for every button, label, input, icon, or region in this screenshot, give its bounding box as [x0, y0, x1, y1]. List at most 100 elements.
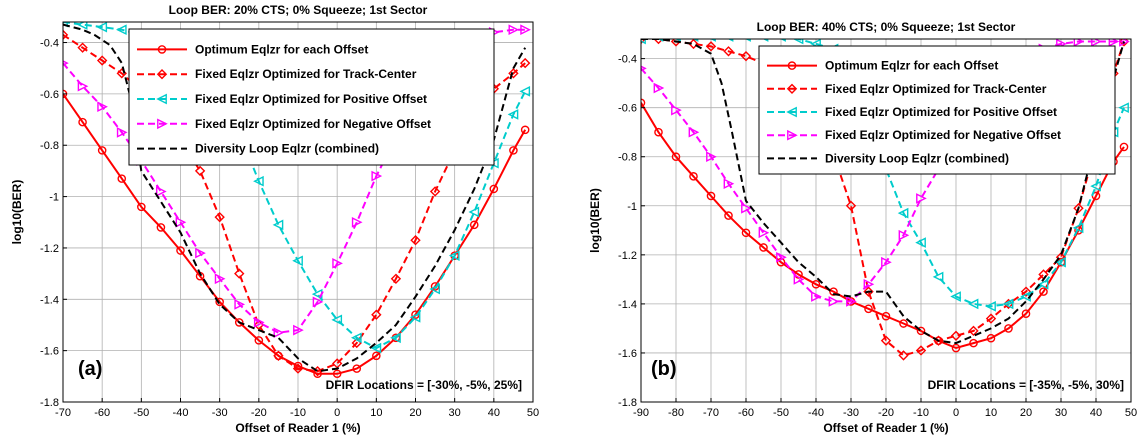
chart-b: -90 -80 -70 -60 -50 -40 -30 -20 -10 0 10 20 30 40 50 -1…	[588, 20, 1137, 435]
series-point-1	[968, 325, 979, 337]
legend-label-0: Optimum Eqlzr for each Offset	[195, 42, 368, 56]
legend-label-3: Fixed Eqlzr Optimized for Negative Offse…	[825, 128, 1061, 142]
y-tick-label: -0.4	[40, 38, 59, 50]
series-point-1	[740, 50, 752, 62]
series-point-0	[881, 311, 891, 321]
x-tick-label: -70	[55, 407, 71, 419]
panel-label: (a)	[78, 358, 102, 380]
series-point-1	[508, 68, 519, 79]
series-point-3	[195, 247, 206, 259]
x-tick-label: -60	[94, 407, 110, 419]
series-point-3	[846, 296, 857, 307]
series-point-3	[776, 251, 787, 263]
y-tick-label: -0.8	[618, 152, 637, 164]
series-line-2	[641, 39, 1125, 308]
series-point-3	[97, 101, 108, 113]
series-point-0	[864, 304, 873, 314]
legend-box	[758, 45, 1116, 175]
series-point-0	[951, 343, 961, 353]
x-tick-label: 0	[953, 407, 959, 419]
series-point-3	[371, 170, 383, 182]
series-point-3	[793, 274, 805, 285]
chart-title: Loop BER: 20% CTS; 0% Squeeze; 1st Secto…	[169, 3, 428, 17]
x-tick-label: -50	[133, 407, 149, 419]
series-point-3	[520, 24, 531, 36]
series-point-3	[653, 82, 665, 94]
series-point-0	[469, 220, 479, 230]
legend-marker-2	[786, 106, 797, 118]
legend-marker-0	[787, 61, 797, 70]
series-point-3	[723, 178, 735, 190]
y-tick-label: -1.4	[618, 299, 637, 311]
series-line-1	[641, 39, 1125, 357]
series-point-1	[214, 211, 225, 223]
x-tick-label: 50	[527, 407, 539, 419]
legend-label-0: Optimum Eqlzr for each Offset	[825, 59, 998, 73]
legend: Optimum Eqlzr for each Offset Fixed Eqlzr…	[128, 28, 495, 166]
series-point-1	[985, 313, 997, 324]
series-point-0	[899, 319, 908, 328]
dfir-annotation: DFIR Locations = [-35%, -5%, 30%]	[928, 378, 1124, 392]
y-tick-label: -1.8	[618, 397, 637, 409]
series-point-2	[1055, 256, 1066, 268]
x-tick-label: -20	[878, 407, 894, 419]
series-point-3	[116, 127, 128, 138]
series-point-2	[932, 271, 944, 283]
series-point-1	[77, 42, 88, 53]
series-point-2	[115, 24, 127, 36]
series-point-1	[1073, 203, 1084, 214]
series-point-0	[811, 279, 821, 289]
series-point-0	[1119, 142, 1129, 152]
series-point-2	[1090, 180, 1101, 192]
series-point-2	[1118, 102, 1129, 114]
series-point-1	[688, 39, 699, 50]
x-tick-label: 50	[1125, 407, 1137, 419]
series-point-3	[293, 324, 304, 336]
x-tick-label: -70	[703, 407, 719, 419]
dfir-annotation: DFIR Locations = [-30%, -5%, 25%]	[326, 378, 522, 392]
series-point-1	[273, 350, 284, 361]
series-point-1	[429, 186, 441, 197]
x-tick-label: 0	[334, 407, 340, 419]
series-point-1	[234, 268, 245, 279]
series-point-2	[519, 85, 531, 97]
series-point-1	[845, 200, 857, 211]
series-point-0	[254, 336, 264, 345]
legend-label-4: Diversity Loop Eqlzr (combined)	[195, 142, 379, 156]
series-point-2	[390, 332, 401, 344]
series-point-0	[969, 338, 978, 348]
series-line-4	[641, 39, 1125, 345]
y-tick-label: -0.4	[618, 54, 637, 66]
series-point-0	[724, 211, 733, 220]
x-axis-label: Offset of Reader 1 (%)	[823, 421, 948, 435]
series-point-0	[156, 223, 166, 232]
series-point-2	[915, 237, 926, 248]
legend-marker-2	[156, 93, 167, 105]
series-point-3	[156, 186, 167, 197]
series-point-1	[371, 309, 382, 320]
series-point-3	[706, 151, 717, 163]
series-point-0	[215, 297, 224, 307]
series-point-3	[881, 256, 892, 268]
series-point-2	[448, 250, 460, 261]
series-point-2	[292, 255, 303, 267]
legend-marker-3	[787, 129, 798, 141]
series-point-2	[985, 301, 996, 312]
legend-marker-1	[786, 83, 798, 94]
x-tick-label: -90	[633, 407, 649, 419]
legend-label-2: Fixed Eqlzr Optimized for Positive Offse…	[195, 92, 427, 106]
series-point-0	[520, 125, 530, 135]
series-point-0	[1021, 309, 1031, 319]
series-point-1	[863, 286, 874, 297]
series-point-3	[671, 104, 682, 116]
series-point-1	[915, 345, 927, 356]
y-tick-label: -1.6	[40, 346, 59, 358]
y-tick-label: -0.6	[618, 103, 637, 115]
y-tick-label: -1	[627, 201, 637, 213]
series-point-0	[829, 287, 838, 296]
series-point-2	[96, 22, 108, 33]
series-point-2	[507, 109, 519, 120]
series-point-0	[352, 364, 362, 373]
series-point-0	[1004, 324, 1013, 333]
